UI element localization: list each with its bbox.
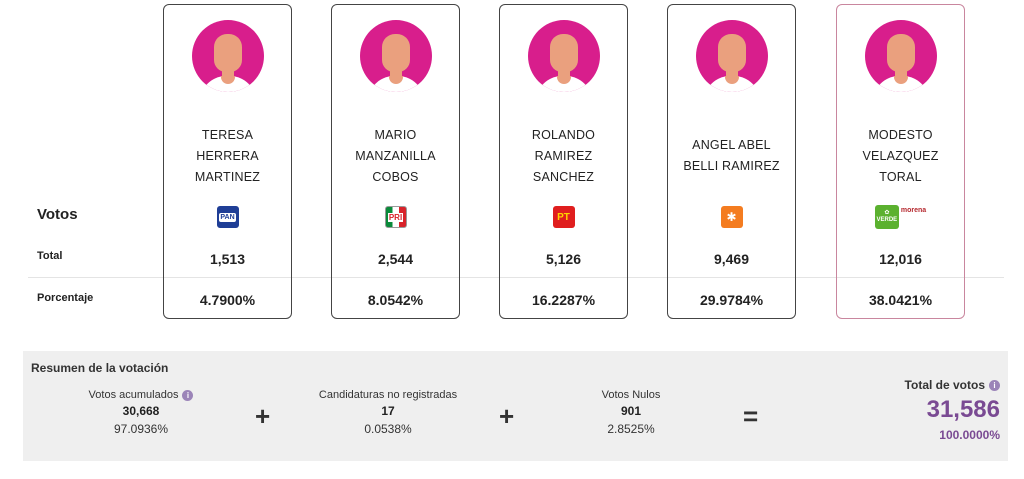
total-votos-percent: 100.0000% <box>939 428 1000 442</box>
info-icon[interactable]: i <box>182 389 194 401</box>
candidate-percent: 16.2287% <box>531 292 596 308</box>
total-votos-value: 31,586 <box>926 396 1000 423</box>
no-registradas-label: Candidaturas no registradas <box>318 389 458 401</box>
candidate-percent: 29.9784% <box>699 292 764 308</box>
candidate-percent: 4.7900% <box>199 292 256 308</box>
candidate-total: 9,469 <box>713 251 750 267</box>
candidate-total: 1,513 <box>209 251 246 267</box>
summary-title: Resumen de la votación <box>31 361 169 375</box>
total-label: Total <box>37 250 63 262</box>
candidate-percent: 8.0542% <box>367 292 424 308</box>
candidate-total: 12,016 <box>879 251 922 267</box>
movimiento-ciudadano-logo-icon: ✱ <box>720 206 743 228</box>
candidate-name: ANGEL ABEL BELLI RAMIREZ <box>683 138 780 173</box>
candidate-total: 2,544 <box>377 251 414 267</box>
candidate-total: 5,126 <box>545 251 582 267</box>
total-votos-label: Total de votos <box>904 378 985 392</box>
candidate-percent: 38.0421% <box>868 292 933 308</box>
total-de-votos: Total de votos i 31,586 100.0000% <box>905 378 1000 442</box>
candidate-name: MODESTO VELAZQUEZ TORAL <box>862 127 939 184</box>
candidate-name: ROLANDO RAMIREZ SANCHEZ <box>531 127 596 184</box>
plus-sign: + <box>255 401 271 431</box>
info-icon[interactable]: i <box>989 380 1000 392</box>
candidate-card[interactable]: MARIO MANZANILLA COBOS PRI 2,544 8.0542% <box>331 4 460 319</box>
nulos-label: Votos Nulos <box>601 389 661 401</box>
candidate-card[interactable]: ROLANDO RAMIREZ SANCHEZ PT 5,126 16.2287… <box>499 4 628 319</box>
no-registradas-percent: 0.0538% <box>364 422 412 436</box>
candidate-card[interactable]: ANGEL ABEL BELLI RAMIREZ ✱ 9,469 29.9784… <box>667 4 796 319</box>
candidate-card-winner[interactable]: MODESTO VELAZQUEZ TORAL ✿ VERDE morena 12… <box>836 4 965 319</box>
row-divider <box>28 277 1004 278</box>
acumulados-label: Votos acumulados <box>88 389 179 401</box>
pri-logo-icon: PRI <box>384 206 407 228</box>
avatar <box>191 20 264 92</box>
porcentaje-label: Porcentaje <box>37 292 94 304</box>
equals-sign: = <box>743 401 759 431</box>
vote-summary: Resumen de la votación Votos acumulados i… <box>23 351 1008 461</box>
avatar <box>527 20 600 92</box>
candidate-name: MARIO MANZANILLA COBOS <box>355 127 436 184</box>
morena-logo-icon: morena <box>900 207 927 214</box>
nulos-percent: 2.8525% <box>607 422 655 436</box>
votos-acumulados: Votos acumulados i 30,668 97.0936% <box>71 389 211 436</box>
candidaturas-no-registradas: Candidaturas no registradas 17 0.0538% <box>308 389 468 436</box>
avatar <box>864 20 937 92</box>
pt-logo-icon: PT <box>552 206 575 228</box>
nulos-value: 901 <box>620 404 642 418</box>
plus-sign: + <box>499 401 515 431</box>
acumulados-percent: 97.0936% <box>113 422 169 436</box>
pan-logo-icon: PAN <box>216 206 239 228</box>
votos-label: Votos <box>37 206 78 223</box>
votos-nulos: Votos Nulos 901 2.8525% <box>571 389 691 436</box>
avatar <box>359 20 432 92</box>
candidate-name: TERESA HERRERA MARTINEZ <box>194 127 261 184</box>
avatar <box>695 20 768 92</box>
verde-logo-icon: ✿ VERDE <box>874 205 899 229</box>
acumulados-value: 30,668 <box>122 404 160 418</box>
candidate-card[interactable]: TERESA HERRERA MARTINEZ PAN 1,513 4.7900… <box>163 4 292 319</box>
no-registradas-value: 17 <box>381 404 395 418</box>
